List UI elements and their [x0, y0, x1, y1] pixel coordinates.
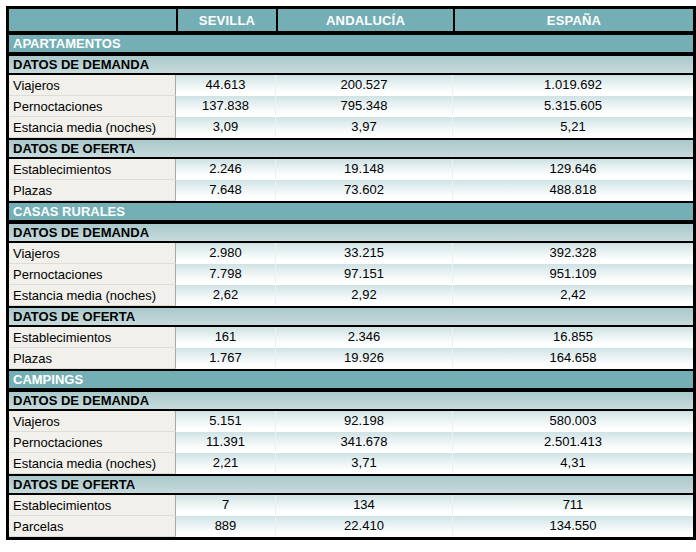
- value-cell-espana: 1.019.692: [453, 75, 693, 96]
- section-header-bar: APARTAMENTOS: [9, 33, 693, 54]
- value-cell-sevilla: 5.151: [176, 411, 276, 432]
- value-cell-andalucia: 3,71: [276, 453, 453, 474]
- row-label: Establecimientos: [9, 495, 176, 516]
- group-header-bar: DATOS DE DEMANDA: [9, 222, 693, 243]
- value-cell-sevilla: 7: [176, 495, 276, 516]
- value-cell-andalucia: 341.678: [276, 432, 453, 453]
- value-cell-andalucia: 2,92: [276, 285, 453, 306]
- value-cell-sevilla: 2,62: [176, 285, 276, 306]
- value-cell-andalucia: 33.215: [276, 243, 453, 264]
- row-label: Pernoctaciones: [9, 264, 176, 285]
- value-cell-andalucia: 2.346: [276, 327, 453, 348]
- value-cell-espana: 134.550: [453, 516, 693, 537]
- value-cell-andalucia: 97.151: [276, 264, 453, 285]
- row-label: Estancia media (noches): [9, 453, 176, 474]
- row-label: Viajeros: [9, 411, 176, 432]
- group-header-bar: DATOS DE OFERTA: [9, 474, 693, 495]
- value-cell-sevilla: 2,21: [176, 453, 276, 474]
- value-cell-espana: 2,42: [453, 285, 693, 306]
- row-label: Establecimientos: [9, 327, 176, 348]
- value-cell-sevilla: 11.391: [176, 432, 276, 453]
- report-page: SEVILLAANDALUCÍAESPAÑAAPARTAMENTOSDATOS …: [0, 0, 696, 546]
- group-header-bar: DATOS DE DEMANDA: [9, 390, 693, 411]
- row-label: Viajeros: [9, 75, 176, 96]
- value-cell-espana: 129.646: [453, 159, 693, 180]
- value-cell-espana: 4,31: [453, 453, 693, 474]
- value-cell-espana: 711: [453, 495, 693, 516]
- row-label: Pernoctaciones: [9, 432, 176, 453]
- value-cell-andalucia: 19.926: [276, 348, 453, 369]
- value-cell-espana: 164.658: [453, 348, 693, 369]
- value-cell-espana: 580.003: [453, 411, 693, 432]
- group-header-bar: DATOS DE OFERTA: [9, 306, 693, 327]
- value-cell-sevilla: 889: [176, 516, 276, 537]
- row-label: Pernoctaciones: [9, 96, 176, 117]
- section-header-bar: CASAS RURALES: [9, 201, 693, 222]
- value-cell-sevilla: 7.648: [176, 180, 276, 201]
- row-label: Estancia media (noches): [9, 117, 176, 138]
- corner-cell: [9, 9, 176, 33]
- value-cell-sevilla: 3,09: [176, 117, 276, 138]
- value-cell-sevilla: 2.980: [176, 243, 276, 264]
- column-header-espana: ESPAÑA: [453, 9, 693, 33]
- row-label: Plazas: [9, 348, 176, 369]
- value-cell-andalucia: 795.348: [276, 96, 453, 117]
- tourism-accommodation-table: SEVILLAANDALUCÍAESPAÑAAPARTAMENTOSDATOS …: [6, 6, 696, 540]
- value-cell-andalucia: 200.527: [276, 75, 453, 96]
- value-cell-andalucia: 134: [276, 495, 453, 516]
- group-header-bar: DATOS DE OFERTA: [9, 138, 693, 159]
- row-label: Parcelas: [9, 516, 176, 537]
- value-cell-sevilla: 1.767: [176, 348, 276, 369]
- section-header-bar: CAMPINGS: [9, 369, 693, 390]
- value-cell-andalucia: 22.410: [276, 516, 453, 537]
- value-cell-sevilla: 44.613: [176, 75, 276, 96]
- value-cell-espana: 2.501.413: [453, 432, 693, 453]
- group-header-bar: DATOS DE DEMANDA: [9, 54, 693, 75]
- value-cell-andalucia: 3,97: [276, 117, 453, 138]
- value-cell-sevilla: 7.798: [176, 264, 276, 285]
- value-cell-sevilla: 137.838: [176, 96, 276, 117]
- row-label: Establecimientos: [9, 159, 176, 180]
- value-cell-sevilla: 161: [176, 327, 276, 348]
- value-cell-andalucia: 73.602: [276, 180, 453, 201]
- value-cell-andalucia: 19.148: [276, 159, 453, 180]
- row-label: Plazas: [9, 180, 176, 201]
- value-cell-espana: 5.315.605: [453, 96, 693, 117]
- value-cell-espana: 5,21: [453, 117, 693, 138]
- value-cell-espana: 16.855: [453, 327, 693, 348]
- row-label: Estancia media (noches): [9, 285, 176, 306]
- column-header-sevilla: SEVILLA: [176, 9, 276, 33]
- value-cell-espana: 392.328: [453, 243, 693, 264]
- value-cell-andalucia: 92.198: [276, 411, 453, 432]
- value-cell-espana: 951.109: [453, 264, 693, 285]
- value-cell-espana: 488.818: [453, 180, 693, 201]
- row-label: Viajeros: [9, 243, 176, 264]
- value-cell-sevilla: 2.246: [176, 159, 276, 180]
- column-header-andalucia: ANDALUCÍA: [276, 9, 453, 33]
